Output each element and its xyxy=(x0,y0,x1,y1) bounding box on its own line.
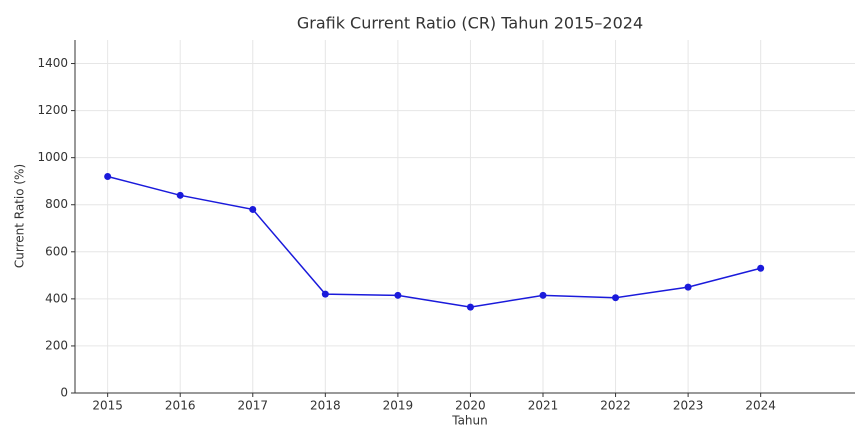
point xyxy=(539,291,547,299)
point xyxy=(321,290,329,298)
x-tick-label: 2021 xyxy=(528,399,559,413)
x-tick-label: 2020 xyxy=(455,399,486,413)
point xyxy=(612,294,620,302)
x-tick-label: 2022 xyxy=(600,399,631,413)
x-axis-label: Tahun xyxy=(451,414,488,428)
y-tick-label: 1200 xyxy=(37,103,68,117)
x-tick-label: 2024 xyxy=(745,399,776,413)
y-tick-label: 200 xyxy=(45,338,68,352)
y-tick-label: 800 xyxy=(45,197,68,211)
x-tick-label: 2023 xyxy=(673,399,704,413)
y-tick-label: 0 xyxy=(60,386,68,400)
point xyxy=(684,283,692,291)
x-tick-label: 2018 xyxy=(310,399,341,413)
chart-title: Grafik Current Ratio (CR) Tahun 2015–202… xyxy=(297,14,643,33)
point xyxy=(394,291,402,299)
y-tick-label: 1000 xyxy=(37,150,68,164)
point xyxy=(104,172,112,180)
point xyxy=(249,205,257,213)
point xyxy=(466,303,474,311)
point xyxy=(176,191,184,199)
x-tick-label: 2015 xyxy=(92,399,123,413)
y-tick-label: 1400 xyxy=(37,56,68,70)
x-tick-label: 2016 xyxy=(165,399,196,413)
y-tick-label: 400 xyxy=(45,291,68,305)
point xyxy=(757,264,765,272)
y-tick-label: 600 xyxy=(45,244,68,258)
x-tick-label: 2017 xyxy=(237,399,268,413)
y-axis-label: Current Ratio (%) xyxy=(13,164,27,268)
x-tick-label: 2019 xyxy=(383,399,414,413)
line xyxy=(107,175,761,308)
